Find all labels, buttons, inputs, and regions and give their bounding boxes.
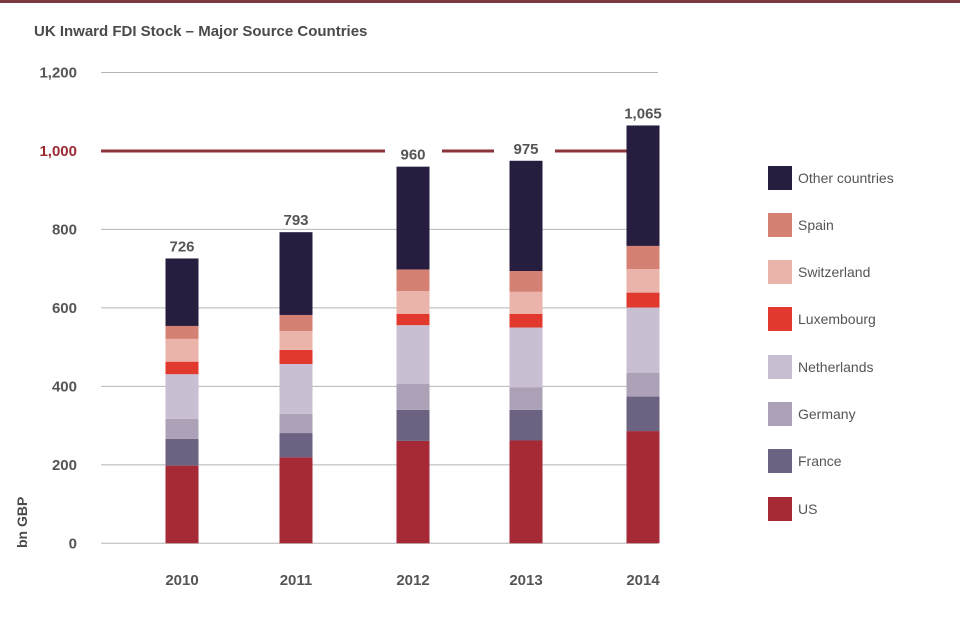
legend: Other countries Spain Switzerland Luxembour… xyxy=(768,165,894,544)
bar-segment-other-countries xyxy=(279,232,313,315)
legend-swatch xyxy=(768,354,792,379)
total-label: 975 xyxy=(513,141,538,158)
legend-item-switzerland: Switzerland xyxy=(768,260,894,285)
bar-stack-2010 xyxy=(165,258,199,544)
bar-segment-france xyxy=(165,438,199,466)
legend-label: Germany xyxy=(798,405,856,422)
legend-label: Other countries xyxy=(798,169,894,186)
total-label: 726 xyxy=(169,238,194,255)
y-tick-label: 600 xyxy=(52,300,77,317)
legend-item-france: France xyxy=(768,449,894,474)
chart-title: UK Inward FDI Stock – Major Source Count… xyxy=(34,23,368,40)
bar-segment-other-countries xyxy=(165,258,199,326)
legend-item-other-countries: Other countries xyxy=(768,165,894,190)
bar-segment-france xyxy=(279,433,313,458)
bar-segment-us xyxy=(509,440,543,544)
bar-segment-us xyxy=(626,431,660,544)
bar-segment-germany xyxy=(396,384,430,410)
x-axis-ticks: 2010 2011 2012 2013 2014 xyxy=(165,572,660,589)
bar-segment-spain xyxy=(626,245,660,270)
bar-segment-germany xyxy=(165,418,199,439)
bar-segment-luxembourg xyxy=(279,349,313,365)
y-tick-label: 800 xyxy=(52,221,77,238)
y-tick-label: 200 xyxy=(52,457,77,474)
bar-segment-switzerland xyxy=(165,338,199,362)
bar-segment-france xyxy=(396,409,430,441)
bar-stack-2013 xyxy=(509,160,543,544)
total-label: 1,065 xyxy=(624,105,662,122)
bar-segment-other-countries xyxy=(626,125,660,246)
legend-label: Spain xyxy=(798,216,834,233)
legend-item-spain: Spain xyxy=(768,212,894,237)
legend-swatch xyxy=(768,496,792,521)
bar-segment-netherlands xyxy=(626,307,660,373)
bar-segment-netherlands xyxy=(165,374,199,419)
legend-swatch xyxy=(768,307,792,332)
bar-segment-netherlands xyxy=(279,364,313,414)
bar-segment-us xyxy=(396,440,430,544)
bar-segment-other-countries xyxy=(396,166,430,270)
bar-segment-spain xyxy=(509,271,543,292)
bars xyxy=(165,125,660,544)
bar-segment-luxembourg xyxy=(509,313,543,328)
bar-stack-2012 xyxy=(396,166,430,544)
total-label: 960 xyxy=(400,147,425,164)
legend-label: Switzerland xyxy=(798,264,871,281)
bar-segment-germany xyxy=(626,372,660,397)
legend-swatch xyxy=(768,401,792,426)
bar-segment-spain xyxy=(279,314,313,332)
legend-item-luxembourg: Luxembourg xyxy=(768,307,894,332)
bar-segment-germany xyxy=(509,387,543,410)
bar-segment-switzerland xyxy=(396,291,430,314)
bar-segment-luxembourg xyxy=(396,313,430,326)
bar-segment-france xyxy=(509,409,543,441)
y-tick-label: 400 xyxy=(52,378,77,395)
bar-segment-switzerland xyxy=(626,269,660,293)
bar-segment-switzerland xyxy=(509,291,543,314)
bar-segment-luxembourg xyxy=(626,292,660,308)
legend-label: Luxembourg xyxy=(798,311,876,328)
bar-segment-netherlands xyxy=(396,325,430,385)
x-tick-label: 2010 xyxy=(165,572,198,589)
legend-label: Netherlands xyxy=(798,358,874,375)
y-tick-label: 0 xyxy=(69,535,77,552)
bar-stack-2011 xyxy=(279,232,313,544)
legend-label: US xyxy=(798,500,818,517)
legend-item-germany: Germany xyxy=(768,401,894,426)
bar-segment-us xyxy=(279,457,313,544)
x-tick-label: 2013 xyxy=(509,572,542,589)
y-tick-label: 1,200 xyxy=(39,65,77,82)
legend-swatch xyxy=(768,260,792,285)
x-tick-label: 2012 xyxy=(396,572,429,589)
legend-item-netherlands: Netherlands xyxy=(768,354,894,379)
bar-segment-other-countries xyxy=(509,160,543,272)
y-tick-label: 1,000 xyxy=(39,143,77,160)
top-rule xyxy=(0,0,960,3)
bar-stack-2014 xyxy=(626,125,660,544)
y-axis-label: bn GBP xyxy=(14,497,30,548)
bar-segment-germany xyxy=(279,413,313,434)
legend-swatch xyxy=(768,449,792,474)
bar-segment-spain xyxy=(165,325,199,339)
total-label: 793 xyxy=(283,212,308,229)
legend-label: France xyxy=(798,453,842,470)
x-tick-label: 2011 xyxy=(280,572,313,589)
bar-segment-luxembourg xyxy=(165,361,199,375)
legend-swatch xyxy=(768,212,792,237)
total-labels: 726 793 960 975 1,065 xyxy=(169,105,661,255)
y-axis-ticks: 0 200 400 600 800 1,000 1,200 xyxy=(39,65,77,553)
bar-segment-spain xyxy=(396,269,430,292)
legend-item-us: US xyxy=(768,496,894,521)
x-tick-label: 2014 xyxy=(626,572,660,589)
bar-segment-switzerland xyxy=(279,331,313,350)
legend-swatch xyxy=(768,165,792,190)
bar-segment-us xyxy=(165,465,199,544)
bar-segment-france xyxy=(626,396,660,432)
bar-segment-netherlands xyxy=(509,327,543,388)
